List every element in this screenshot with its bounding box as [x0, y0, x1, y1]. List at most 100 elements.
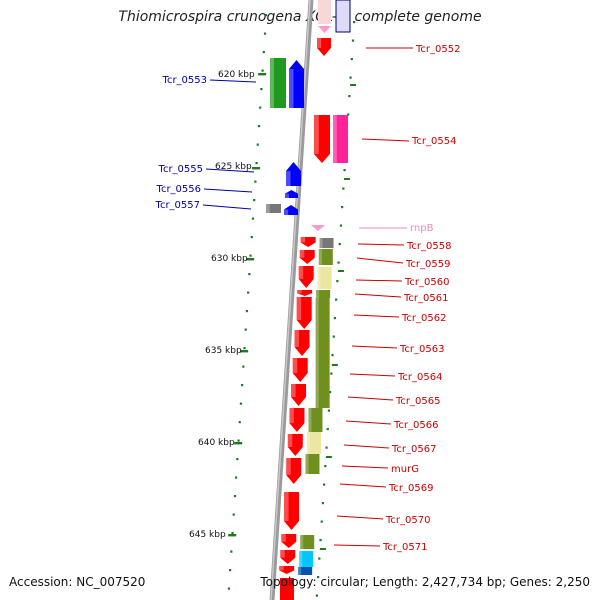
forward-cds-0558 [300, 237, 316, 247]
leader-line-tcr-0566 [345, 420, 392, 425]
gc-segment [315, 298, 330, 408]
gray-feature-0558 [319, 238, 334, 248]
gc-skew-block-shine [270, 58, 274, 108]
major-tick-inner [337, 270, 344, 272]
reverse-cds-0553-shine [289, 69, 294, 108]
forward-cds-murg [286, 458, 302, 484]
gene-label-murg: murG [391, 464, 419, 475]
leader-line-tcr-0557 [202, 204, 252, 210]
forward-cds-0552-shine [317, 38, 322, 48]
forward-cds-0558-shine [300, 237, 306, 243]
forward-cds-extra-2 [279, 566, 295, 574]
blue-feature [298, 567, 313, 575]
major-tick-inner [319, 548, 326, 550]
scale-label: 630 kbp [211, 254, 248, 264]
gc-skew-block [270, 58, 286, 108]
reverse-cds-0556 [285, 190, 298, 198]
gene-label-tcr-0556: Tcr_0556 [156, 184, 201, 195]
tick-dot-inner [326, 428, 329, 431]
tick-dot-inner [347, 113, 350, 116]
scale-label: 640 kbp [198, 438, 235, 448]
forward-cds-0561 [297, 290, 313, 296]
tick-dot-outer [229, 569, 232, 572]
major-tick-inner [350, 84, 357, 86]
tick-dot-inner [332, 335, 335, 338]
major-tick-outer [228, 534, 237, 537]
major-tick-inner [343, 178, 350, 180]
leader-line-tcr-0556 [203, 188, 253, 193]
gc-segment [300, 535, 315, 549]
tick-dot-outer [241, 384, 244, 387]
tick-dot-inner [318, 557, 321, 560]
tick-dot-inner [333, 317, 337, 320]
tick-dot-inner [339, 224, 343, 227]
faded-forward-cds [318, 0, 331, 24]
tick-dot-outer [256, 143, 259, 146]
tick-dot-outer [236, 458, 239, 461]
tick-dot-inner [342, 187, 345, 190]
gc-segment-shine [305, 454, 309, 474]
tick-dot-inner [338, 243, 341, 246]
forward-cds-0571-shine [281, 534, 286, 542]
map-title: Thiomicrospira crunogena XCL-2, complete… [118, 9, 482, 25]
major-tick-inner [325, 456, 332, 458]
tick-dot-inner [350, 58, 353, 61]
tick-dot-outer [259, 106, 262, 109]
forward-cds-0570-shine [284, 492, 289, 521]
tick-dot-outer [249, 254, 252, 257]
tick-dot-outer [253, 199, 256, 202]
gene-label-tcr-0561: Tcr_0561 [403, 293, 448, 304]
forward-cds-0565 [291, 384, 307, 406]
forward-cds-0567 [287, 434, 303, 456]
leader-line-murg [341, 465, 389, 469]
gc-segment-shine [300, 535, 304, 549]
leader-line-tcr-0558 [357, 243, 405, 246]
leader-line-tcr-0559 [356, 257, 404, 264]
reverse-cds-0556-shine [285, 193, 289, 198]
tick-dot-inner [317, 576, 320, 579]
tick-dot-inner [323, 483, 326, 486]
blue-feature-shine [298, 567, 302, 575]
gc-segment-shine [318, 249, 322, 265]
gene-label-rnpb: rnpB [410, 223, 434, 234]
tick-dot-inner [329, 391, 332, 394]
forward-cds-0566-shine [289, 408, 294, 423]
gene-label-tcr-0558: Tcr_0558 [406, 241, 451, 252]
forward-cds-murg-shine [286, 458, 291, 475]
tick-dot-inner [337, 261, 340, 264]
leader-line-tcr-0569 [339, 483, 387, 488]
gc-segment [318, 249, 333, 265]
forward-cds-extra-1-shine [280, 550, 285, 558]
leader-line-tcr-0571 [333, 544, 381, 547]
tick-dot-outer [260, 88, 263, 91]
gene-label-tcr-0563: Tcr_0563 [399, 344, 444, 355]
tick-dot-inner [321, 502, 325, 505]
forward-cds-0567-shine [287, 434, 293, 447]
scale-label: 645 kbp [189, 530, 226, 540]
gc-segment [316, 290, 331, 298]
tick-dot-inner [336, 280, 339, 283]
tick-dot-outer [262, 51, 265, 54]
gc-segment-shine [306, 432, 310, 454]
cyan-feature-shine [299, 551, 303, 567]
gene-label-tcr-0567: Tcr_0567 [391, 444, 436, 455]
forward-cds-0554-shine [314, 115, 319, 154]
forward-cds-0565-shine [291, 384, 296, 397]
tick-dot-outer [250, 236, 253, 239]
leader-line-tcr-0567 [343, 444, 390, 449]
gray-feature-0558-shine [319, 238, 323, 248]
forward-cds-0563-shine [294, 330, 300, 347]
gene-label-tcr-0566: Tcr_0566 [393, 420, 438, 431]
tick-dot-inner [327, 409, 331, 412]
tick-marks [227, 14, 357, 597]
forward-cds-0570 [284, 492, 300, 530]
gene-label-tcr-0565: Tcr_0565 [395, 396, 440, 407]
forward-cds-0571 [281, 534, 297, 548]
tick-dot-inner [331, 354, 334, 357]
gc-segment-shine [308, 408, 312, 432]
gene-label-tcr-0564: Tcr_0564 [397, 372, 442, 383]
gray-marker-0557 [266, 204, 281, 213]
faded-reverse-outline [335, 0, 351, 33]
tick-dot-outer [247, 291, 250, 294]
gene-label-tcr-0552: Tcr_0552 [415, 44, 460, 55]
